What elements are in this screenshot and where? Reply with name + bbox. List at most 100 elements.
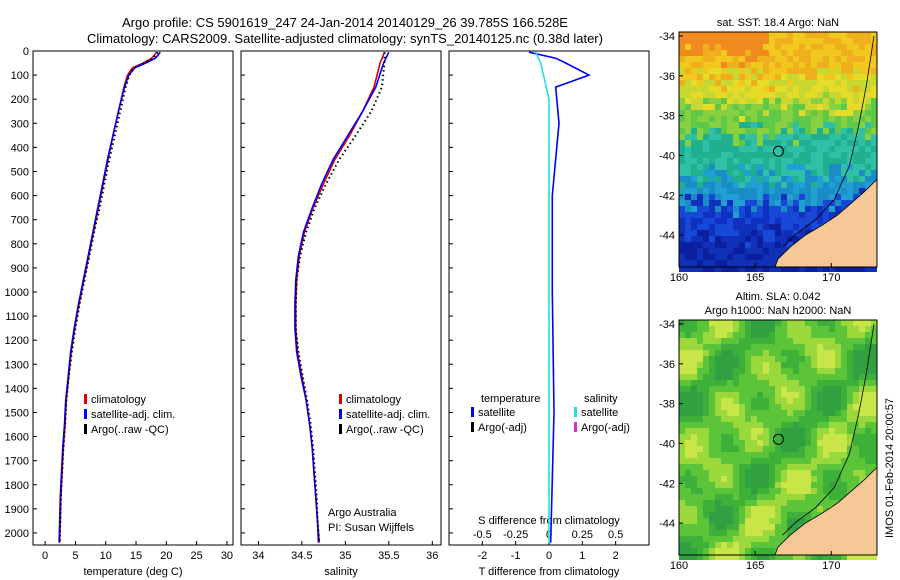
map-cell xyxy=(709,320,715,326)
map-cell xyxy=(721,68,727,74)
map-cell xyxy=(853,116,859,122)
map-cell xyxy=(751,242,757,248)
map-cell xyxy=(793,404,799,410)
map-cell xyxy=(679,146,685,152)
map-cell xyxy=(709,326,715,332)
map-cell xyxy=(697,374,703,380)
map-cell xyxy=(859,158,865,164)
map-cell xyxy=(793,224,799,230)
map-cell xyxy=(805,392,811,398)
map-cell xyxy=(847,464,853,470)
map-cell xyxy=(745,542,751,548)
map-cell xyxy=(859,74,865,80)
map-cell xyxy=(793,170,799,176)
map-cell xyxy=(763,494,769,500)
map-cell xyxy=(679,86,685,92)
map-cell xyxy=(739,326,745,332)
map-cell xyxy=(769,542,775,548)
map-cell xyxy=(811,128,817,134)
map-cell xyxy=(679,50,685,56)
map-cell xyxy=(751,512,757,518)
map-cell xyxy=(769,446,775,452)
map-cell xyxy=(817,494,823,500)
map-cell xyxy=(697,512,703,518)
map-cell xyxy=(787,506,793,512)
map-cell xyxy=(871,362,877,368)
map-cell xyxy=(715,326,721,332)
map-cell xyxy=(733,56,739,62)
map-cell xyxy=(775,500,781,506)
map-cell xyxy=(817,74,823,80)
map-cell xyxy=(847,194,853,200)
map-cell xyxy=(733,266,739,272)
map-cell xyxy=(679,182,685,188)
map-cell xyxy=(781,218,787,224)
map-cell xyxy=(769,398,775,404)
map-cell xyxy=(793,386,799,392)
map-cell xyxy=(829,482,835,488)
map-cell xyxy=(697,542,703,548)
map-cell xyxy=(847,170,853,176)
map-cell xyxy=(775,158,781,164)
map-cell xyxy=(751,98,757,104)
map-cell xyxy=(817,164,823,170)
map-cell xyxy=(865,320,871,326)
map-cell xyxy=(691,476,697,482)
map-cell xyxy=(835,344,841,350)
map-cell xyxy=(679,80,685,86)
map-cell xyxy=(805,338,811,344)
map-cell xyxy=(829,344,835,350)
map-cell xyxy=(727,122,733,128)
map-cell xyxy=(739,440,745,446)
map-cell xyxy=(709,482,715,488)
map-cell xyxy=(823,68,829,74)
map-cell xyxy=(685,554,691,560)
map-cell xyxy=(769,344,775,350)
map-cell xyxy=(841,266,847,272)
map-cell xyxy=(787,200,793,206)
map-cell xyxy=(685,362,691,368)
map-cell xyxy=(775,422,781,428)
map-frame xyxy=(678,31,878,268)
map-cell xyxy=(865,356,871,362)
map-cell xyxy=(853,68,859,74)
map-cell xyxy=(817,404,823,410)
map-cell xyxy=(805,518,811,524)
map-cell xyxy=(685,410,691,416)
map-cell xyxy=(733,470,739,476)
map-cell xyxy=(835,332,841,338)
map-cell xyxy=(859,134,865,140)
legend-swatch xyxy=(574,407,577,417)
map-cell xyxy=(853,32,859,38)
map-cell xyxy=(709,128,715,134)
map-cell xyxy=(871,128,877,134)
map-cell xyxy=(703,500,709,506)
map-cell xyxy=(835,80,841,86)
map-cell xyxy=(763,194,769,200)
map-cell xyxy=(865,152,871,158)
map-cell xyxy=(733,554,739,560)
map-cell xyxy=(739,224,745,230)
map-cell xyxy=(787,116,793,122)
map-cell xyxy=(793,86,799,92)
map-cell xyxy=(847,326,853,332)
map-cell xyxy=(679,530,685,536)
map-cell xyxy=(721,512,727,518)
map-cell xyxy=(793,110,799,116)
map-cell xyxy=(847,452,853,458)
map-cell xyxy=(733,392,739,398)
map-cell xyxy=(805,440,811,446)
map-cell xyxy=(793,92,799,98)
map-cell xyxy=(841,362,847,368)
map-cell xyxy=(745,74,751,80)
x-tick-label: -1 xyxy=(511,550,521,562)
map-cell xyxy=(853,170,859,176)
map-cell xyxy=(745,122,751,128)
map-cell xyxy=(757,332,763,338)
map-cell xyxy=(835,194,841,200)
map-cell xyxy=(841,446,847,452)
map-cell xyxy=(805,110,811,116)
map-title: Argo h1000: NaN h2000: NaN xyxy=(705,305,852,317)
map-cell xyxy=(829,134,835,140)
map-cell xyxy=(871,434,877,440)
